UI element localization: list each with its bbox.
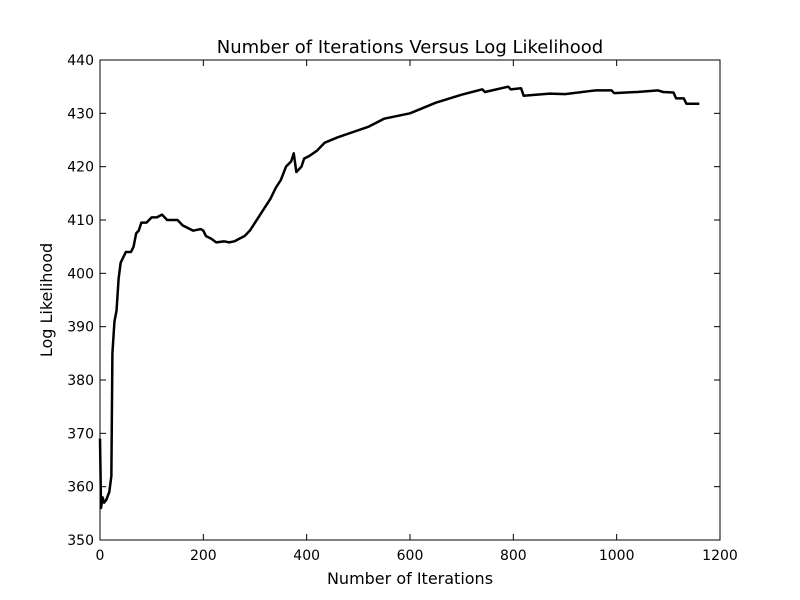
x-tick-label: 1200 — [702, 548, 738, 564]
y-tick-label: 440 — [67, 53, 94, 69]
x-axis-label: Number of Iterations — [327, 569, 493, 588]
x-tick-label: 200 — [190, 548, 217, 564]
plot-frame — [99, 59, 721, 541]
y-tick-label: 390 — [67, 320, 94, 336]
x-tick-label: 400 — [293, 548, 320, 564]
data-line — [98, 85, 700, 510]
x-tick-label: 600 — [397, 548, 424, 564]
y-axis-label: Log Likelihood — [37, 243, 56, 357]
y-tick-label: 370 — [67, 426, 94, 442]
y-tick-label: 360 — [67, 480, 94, 496]
y-tick-label: 420 — [67, 160, 94, 176]
y-tick-label: 430 — [67, 106, 94, 122]
x-tick-label: 1000 — [599, 548, 635, 564]
x-tick-label: 800 — [500, 548, 527, 564]
y-tick-label: 380 — [67, 373, 94, 389]
chart-title: Number of Iterations Versus Log Likeliho… — [217, 37, 603, 58]
y-tick-label: 350 — [67, 533, 94, 549]
y-tick-label: 410 — [67, 213, 94, 229]
y-tick-label: 400 — [67, 266, 94, 282]
x-tick-label: 0 — [96, 548, 105, 564]
